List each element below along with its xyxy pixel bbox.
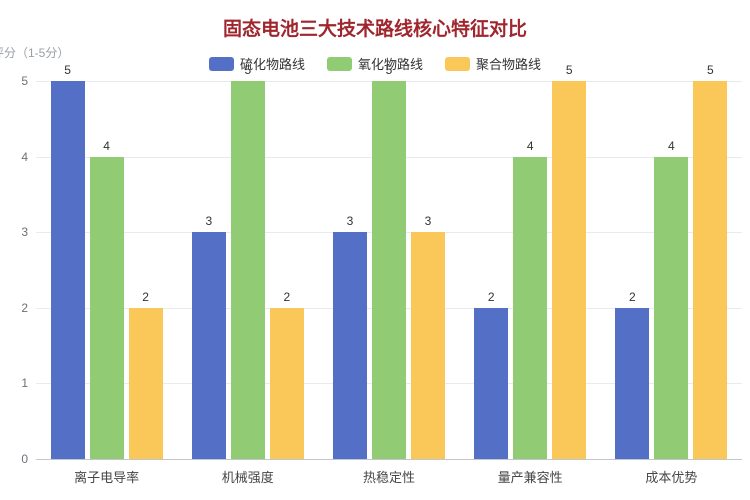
bar-value-label: 5: [565, 63, 573, 77]
bar[interactable]: [552, 81, 587, 459]
bar-value-label: 2: [487, 289, 495, 304]
x-axis-label: 成本优势: [645, 470, 698, 485]
bar[interactable]: [128, 307, 163, 459]
bar[interactable]: [513, 156, 548, 459]
y-tick-label: 5: [21, 74, 28, 88]
plot-area: 0 1 2 3 4 5 5 4 2 离子电导率 3 5 2 机械强度 3 5 3 热稳定性 2 4 5 量产兼容性 2 4 5 成…: [21, 63, 742, 485]
bar[interactable]: [474, 307, 509, 459]
bar-value-label: 5: [64, 63, 71, 77]
legend-item-1[interactable]: 氧化物路线: [326, 54, 423, 73]
x-axis-label: 机械强度: [221, 470, 274, 485]
bar-value-label: 5: [244, 63, 252, 77]
bar[interactable]: [269, 307, 304, 459]
legend-item-0[interactable]: 硫化物路线: [208, 54, 305, 73]
legend-label: 聚合物路线: [476, 57, 542, 72]
bar-value-label: 2: [142, 289, 149, 304]
bar[interactable]: [191, 232, 226, 459]
y-tick-label: 4: [21, 149, 28, 164]
legend-label: 硫化物路线: [239, 57, 305, 72]
bar[interactable]: [615, 307, 650, 459]
legend: 硫化物路线 氧化物路线 聚合物路线: [0, 54, 750, 73]
bar-group: 2 4 5 量产兼容性: [460, 63, 601, 485]
bar-value-label: 3: [424, 214, 432, 229]
y-tick-label: 2: [21, 300, 28, 315]
bar-value-label: 3: [346, 214, 354, 229]
bar[interactable]: [50, 81, 85, 459]
x-axis-label: 离子电导率: [74, 470, 140, 485]
bar-value-label: 4: [668, 138, 675, 153]
bar[interactable]: [654, 156, 689, 459]
bar-group: 3 5 3 热稳定性: [318, 63, 459, 485]
bar-group: 3 5 2 机械强度: [177, 63, 318, 485]
bar[interactable]: [89, 156, 124, 459]
legend-label: 氧化物路线: [357, 57, 423, 72]
bar[interactable]: [693, 81, 728, 459]
bar-value-label: 2: [629, 289, 636, 304]
bar-value-label: 5: [385, 63, 393, 77]
bar-value-label: 5: [707, 63, 714, 77]
bar-value-label: 4: [526, 138, 534, 153]
bar-group: 5 4 2 离子电导率: [36, 63, 177, 485]
legend-swatch: [326, 56, 352, 71]
bar-group: 2 4 5 成本优势: [601, 63, 742, 485]
x-axis-label: 量产兼容性: [497, 470, 563, 485]
bar-value-label: 2: [283, 289, 291, 304]
y-tick-label: 3: [21, 225, 28, 240]
legend-swatch: [445, 56, 470, 71]
bar[interactable]: [230, 81, 265, 459]
bar-value-label: 4: [103, 138, 110, 153]
bar[interactable]: [410, 232, 445, 459]
legend-item-2[interactable]: 聚合物路线: [445, 54, 541, 73]
chart-title: 固态电池三大技术路线核心特征对比: [222, 19, 527, 40]
legend-swatch: [208, 56, 234, 71]
y-tick-label: 0: [21, 452, 28, 466]
bar-value-label: 3: [205, 214, 213, 229]
bar[interactable]: [332, 232, 367, 459]
y-axis-name: 评分（1-5分）: [0, 46, 70, 60]
bar[interactable]: [371, 81, 406, 459]
x-axis-label: 热稳定性: [362, 470, 415, 485]
y-tick-label: 1: [21, 376, 28, 391]
